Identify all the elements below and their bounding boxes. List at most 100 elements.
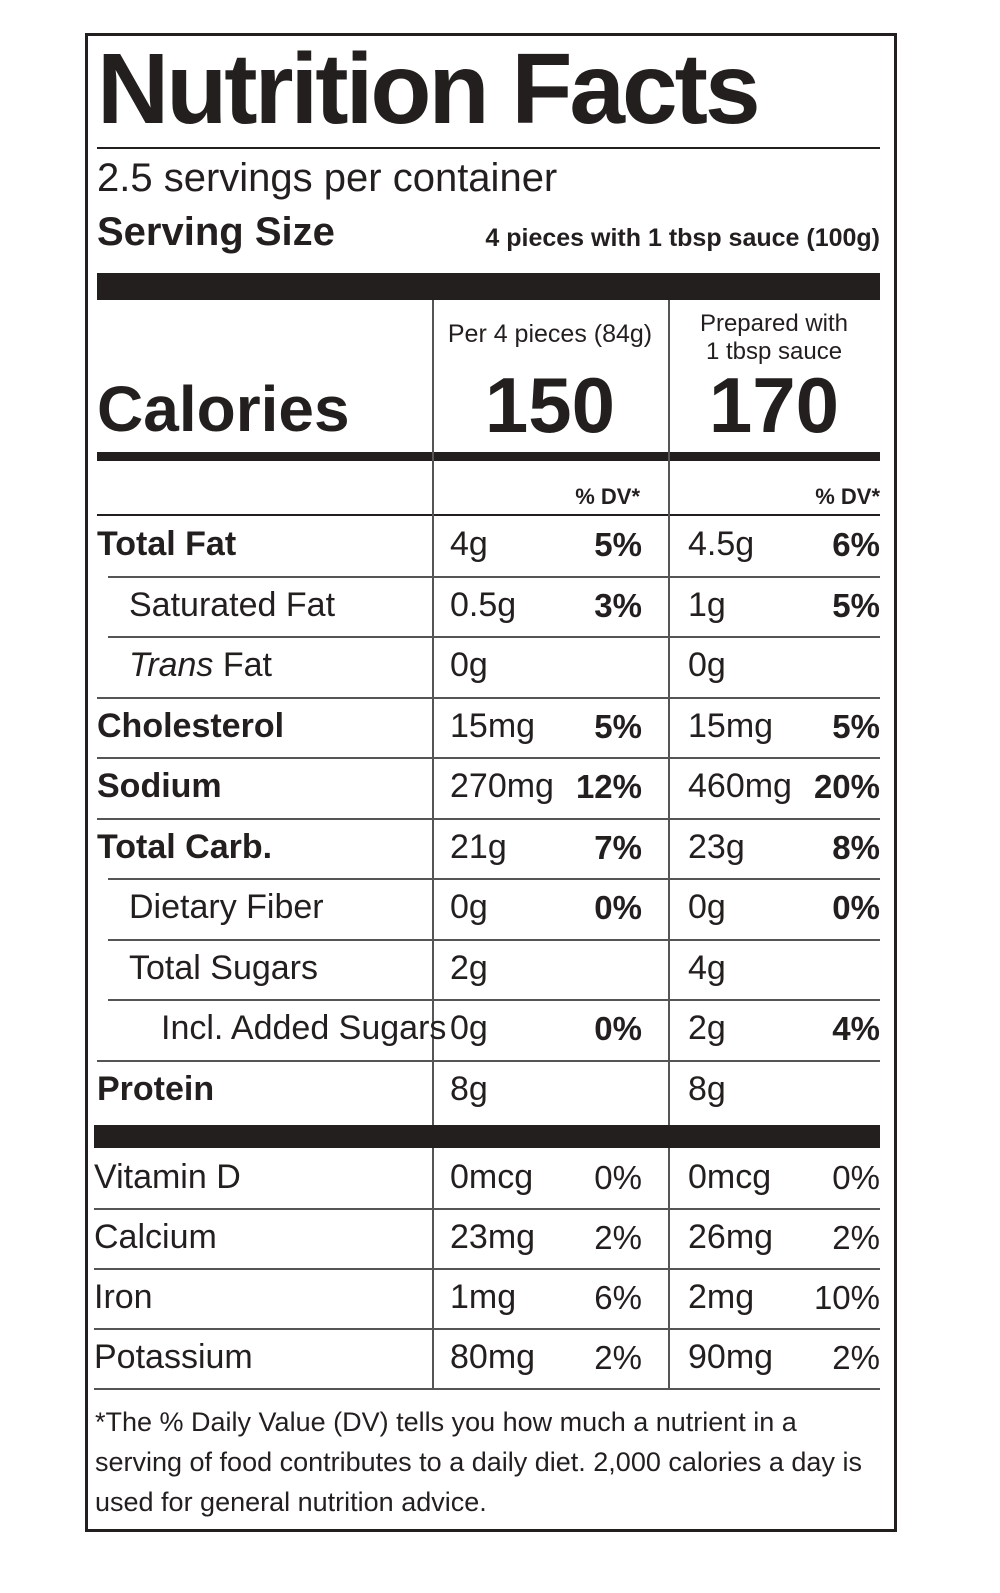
nutrient-name-text: Saturated Fat <box>129 585 336 624</box>
calories-value: 150 <box>484 361 616 449</box>
rule <box>108 938 880 941</box>
amount: 4g <box>688 948 726 987</box>
amount: 80mg <box>450 1338 536 1376</box>
nutrient-name-italic: Trans <box>129 646 214 684</box>
col-header: Prepared with 1 tbsp sauce <box>668 310 880 366</box>
amount: 4g <box>450 525 488 563</box>
nutrient-name-text: Total Sugars <box>129 948 318 987</box>
amount: 0g <box>450 1009 488 1047</box>
nutrient-name: Cholesterol <box>97 707 284 746</box>
rule <box>94 1388 880 1390</box>
nutrient-name: Sodium <box>97 767 222 806</box>
amount: 21g <box>450 827 507 866</box>
title: Nutrition Facts <box>97 33 761 145</box>
daily-value: 4% <box>832 1010 880 1047</box>
rule <box>97 696 880 699</box>
amount: 2mg <box>688 1278 755 1316</box>
calories-label: Calories <box>97 373 350 445</box>
calories-value: 170 <box>708 361 840 449</box>
col-header: Per 4 pieces (84g) <box>447 320 653 348</box>
daily-value: 12% <box>575 768 642 805</box>
amount: 23g <box>688 827 745 866</box>
rule <box>97 514 880 516</box>
nutrient-name-text: Total Fat <box>97 525 237 563</box>
amount: 8g <box>688 1069 726 1108</box>
nutrient-name-text: Fat <box>222 646 272 684</box>
daily-value: 0% <box>832 1159 880 1196</box>
daily-value: 6% <box>594 1279 642 1316</box>
amount: 26mg <box>688 1218 774 1256</box>
daily-value: 20% <box>813 768 880 805</box>
amount: 1mg <box>450 1278 517 1316</box>
daily-value: 10% <box>813 1279 880 1316</box>
serving-size-value: 4 pieces with 1 tbsp sauce (100g) <box>485 224 880 252</box>
dv-header: % DV* <box>575 484 640 509</box>
amount: 0.5g <box>450 585 517 624</box>
amount: 0g <box>450 646 488 684</box>
amount: 0g <box>450 888 488 926</box>
nutrient-name: Potassium <box>94 1338 253 1377</box>
rule <box>97 817 880 820</box>
daily-value: 5% <box>832 586 880 624</box>
amount: 15mg <box>688 706 774 745</box>
rule <box>108 999 880 1001</box>
daily-value: 5% <box>832 707 880 745</box>
nutrient-name-text: Incl. Added Sugars <box>161 1009 447 1047</box>
nutrient-name-text: Protein <box>97 1069 215 1108</box>
amount: 0g <box>688 888 726 926</box>
serving-size-label: Serving Size <box>97 210 335 254</box>
col-header-line: 1 tbsp sauce <box>705 338 843 365</box>
daily-value: 0% <box>594 889 642 926</box>
nutrient-name: Protein <box>97 1070 214 1109</box>
daily-value: 2% <box>832 1219 880 1256</box>
daily-value: 2% <box>594 1339 642 1376</box>
col-header-line: Prepared with <box>699 310 849 337</box>
nutrient-name-text: Cholesterol <box>97 706 285 745</box>
amount: 4.5g <box>688 525 755 563</box>
daily-value: 2% <box>832 1339 880 1376</box>
nutrient-name-text: Dietary Fiber <box>129 888 324 926</box>
nutrient-name: Saturated Fat <box>129 586 335 625</box>
amount: 2g <box>450 948 488 987</box>
rule <box>94 1208 880 1210</box>
column-divider <box>668 300 670 1390</box>
nutrient-name: Dietary Fiber <box>129 888 324 927</box>
footnote: *The % Daily Value (DV) tells you how mu… <box>95 1407 862 1517</box>
daily-value: 0% <box>594 1159 642 1196</box>
medium-bar <box>97 452 880 461</box>
amount: 0g <box>688 646 726 684</box>
daily-value: 0% <box>594 1010 642 1047</box>
daily-value: 2% <box>594 1219 642 1256</box>
nutrient-name-text: Calcium <box>94 1218 217 1256</box>
rule <box>108 575 880 578</box>
rule <box>108 878 880 880</box>
daily-value: 7% <box>594 828 642 866</box>
amount: 90mg <box>688 1338 774 1376</box>
amount: 460mg <box>688 767 792 805</box>
column-divider <box>432 300 434 1390</box>
nutrient-name: Total Fat <box>97 525 236 564</box>
nutrient-name: Vitamin D <box>94 1158 241 1197</box>
rule <box>94 1268 880 1270</box>
amount: 15mg <box>450 706 536 745</box>
nutrient-name-text: Sodium <box>97 767 222 805</box>
nutrient-name-text: Potassium <box>94 1338 253 1376</box>
daily-value: 6% <box>832 526 880 563</box>
rule <box>97 147 880 149</box>
nutrient-name: Calcium <box>94 1218 217 1257</box>
nutrient-name: Iron <box>94 1278 153 1317</box>
rule <box>108 636 880 638</box>
nutrient-name: Total Carb. <box>97 828 272 867</box>
nutrient-name: Incl. Added Sugars <box>161 1009 446 1048</box>
daily-value: 5% <box>594 707 642 745</box>
amount: 8g <box>450 1069 488 1108</box>
daily-value: 5% <box>594 526 642 563</box>
nutrient-name-text: Vitamin D <box>94 1158 241 1196</box>
rule <box>94 1328 880 1330</box>
amount: 270mg <box>450 767 554 805</box>
amount: 0mcg <box>450 1158 534 1196</box>
amount: 23mg <box>450 1218 536 1256</box>
nutrient-name: Total Sugars <box>129 949 318 988</box>
thick-bar <box>97 273 880 300</box>
servings: 2.5 servings per container <box>97 156 558 200</box>
